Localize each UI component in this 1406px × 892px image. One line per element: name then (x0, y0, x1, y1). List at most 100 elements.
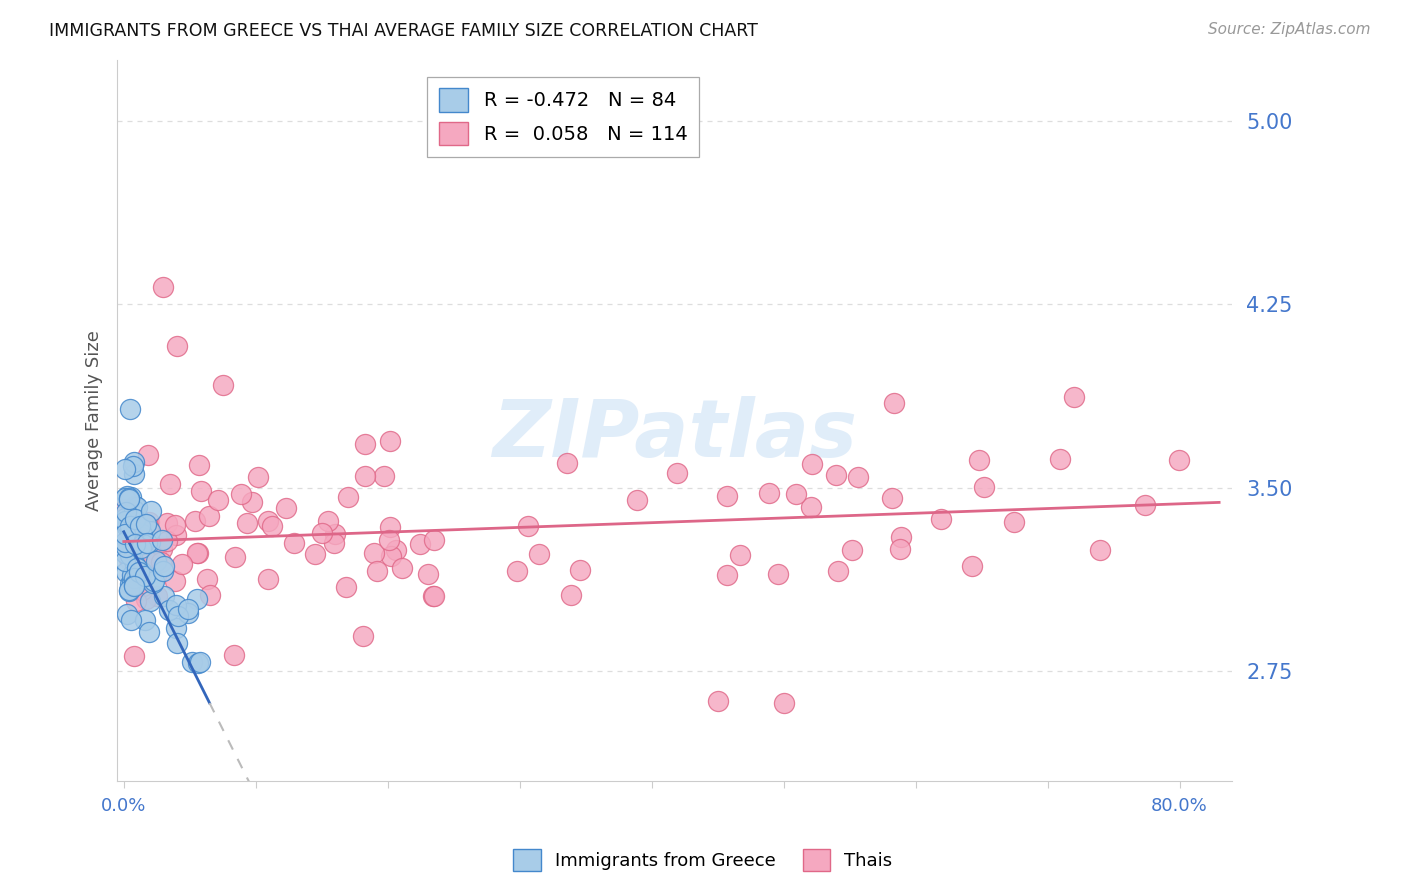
Point (378, 533, 401, 547)
Point (187, 546, 209, 560)
Point (114, 491, 136, 505)
Point (121, 574, 143, 588)
Point (165, 598, 187, 612)
Point (960, 558, 983, 573)
Point (186, 546, 208, 560)
Point (141, 503, 163, 517)
Point (142, 575, 165, 590)
Point (416, 567, 439, 582)
Point (117, 518, 139, 533)
Point (880, 491, 903, 506)
Point (967, 453, 990, 467)
Point (120, 545, 142, 559)
Point (152, 565, 174, 579)
Point (188, 458, 211, 472)
Point (121, 567, 143, 582)
Point (165, 528, 187, 542)
Point (846, 470, 869, 484)
Point (283, 536, 305, 550)
Point (124, 537, 146, 551)
Point (929, 512, 952, 526)
Point (118, 491, 141, 505)
Point (135, 591, 157, 606)
Point (408, 537, 430, 551)
Point (224, 550, 246, 565)
Point (728, 548, 751, 562)
Point (354, 469, 377, 483)
Point (785, 486, 807, 500)
Point (246, 470, 269, 484)
Text: IMMIGRANTS FROM GREECE VS THAI AVERAGE FAMILY SIZE CORRELATION CHART: IMMIGRANTS FROM GREECE VS THAI AVERAGE F… (49, 22, 758, 40)
Point (138, 515, 160, 529)
Point (143, 574, 166, 588)
Point (352, 629, 374, 643)
Point (337, 490, 360, 504)
Point (841, 543, 863, 558)
Point (883, 396, 905, 410)
Point (120, 577, 142, 591)
Point (167, 609, 190, 624)
Point (229, 487, 252, 501)
Point (120, 490, 142, 504)
Point (322, 536, 344, 550)
Point (1133, 498, 1156, 512)
Point (207, 493, 229, 508)
Point (335, 580, 357, 594)
Point (391, 561, 413, 575)
Point (114, 514, 136, 528)
Point (121, 506, 143, 520)
Point (118, 519, 141, 533)
Point (973, 480, 995, 494)
Point (236, 516, 259, 530)
Point (124, 541, 146, 556)
Point (118, 552, 141, 566)
Point (211, 378, 233, 392)
Point (890, 530, 912, 544)
Point (183, 514, 205, 528)
Legend: R = -0.472   N = 84, R =  0.058   N = 114: R = -0.472 N = 84, R = 0.058 N = 114 (427, 77, 699, 157)
Point (323, 527, 346, 541)
Point (135, 517, 157, 532)
Point (177, 601, 200, 615)
Point (124, 512, 146, 526)
Point (716, 567, 738, 582)
Point (772, 696, 794, 710)
Point (120, 402, 142, 417)
Point (260, 519, 283, 533)
Point (138, 555, 160, 569)
Point (138, 624, 160, 639)
Point (188, 655, 211, 669)
Point (177, 606, 200, 620)
Point (800, 500, 823, 514)
Point (121, 458, 143, 473)
Point (198, 508, 221, 523)
Point (716, 489, 738, 503)
Point (120, 531, 142, 545)
Point (118, 491, 141, 506)
Point (118, 583, 141, 598)
Point (134, 568, 156, 582)
Point (132, 533, 155, 547)
Point (118, 531, 141, 545)
Point (378, 434, 401, 449)
Point (354, 436, 377, 450)
Point (304, 547, 326, 561)
Point (149, 555, 172, 569)
Point (129, 519, 152, 533)
Point (138, 594, 160, 608)
Legend: Immigrants from Greece, Thais: Immigrants from Greece, Thais (506, 842, 900, 879)
Point (145, 553, 167, 567)
Point (195, 573, 218, 587)
Point (114, 534, 136, 549)
Point (156, 533, 179, 548)
Point (1063, 390, 1085, 404)
Point (152, 280, 174, 294)
Point (139, 535, 162, 549)
Point (124, 578, 146, 592)
Point (758, 486, 780, 500)
Point (131, 527, 153, 541)
Point (121, 549, 143, 564)
Point (156, 516, 179, 530)
Point (114, 540, 136, 554)
Point (187, 657, 209, 671)
